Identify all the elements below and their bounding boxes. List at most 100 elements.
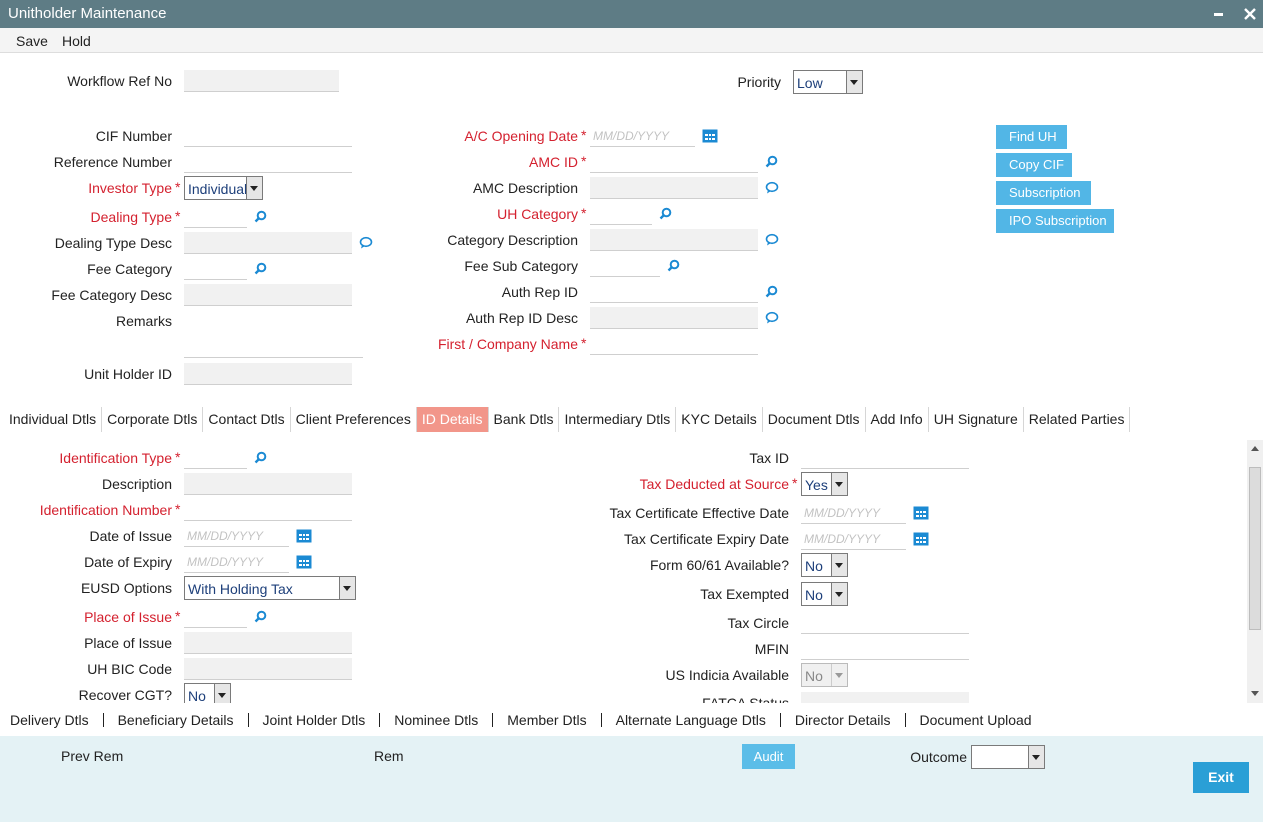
input-box[interactable]: MM/DD/YYYY: [801, 528, 906, 550]
input-box[interactable]: [184, 363, 352, 385]
select-box[interactable]: No: [801, 553, 848, 577]
tab[interactable]: Individual Dtls: [4, 407, 103, 432]
input-box[interactable]: MM/DD/YYYY: [184, 525, 289, 547]
sub-link[interactable]: Director Details: [794, 712, 891, 728]
sub-link[interactable]: Document Upload: [919, 712, 1032, 728]
select-box[interactable]: No: [801, 582, 848, 606]
minimize-button[interactable]: [1212, 6, 1226, 22]
scrollbar[interactable]: [1247, 440, 1263, 703]
info-button[interactable]: [765, 233, 781, 247]
close-button[interactable]: [1242, 6, 1258, 22]
lens: [661, 207, 672, 218]
input-box[interactable]: [590, 151, 758, 173]
action-button[interactable]: IPO Subscription: [996, 209, 1114, 233]
tab[interactable]: Document Dtls: [763, 407, 866, 432]
lookup-icon: [254, 451, 267, 464]
tab[interactable]: Add Info: [866, 407, 929, 432]
sub-link[interactable]: Nominee Dtls: [394, 712, 479, 728]
tab-selected[interactable]: ID Details: [416, 407, 489, 432]
sub-link[interactable]: Beneficiary Details: [117, 712, 234, 728]
input-box[interactable]: [184, 151, 352, 173]
lookup-button[interactable]: [765, 285, 781, 299]
sub-link[interactable]: Member Dtls: [507, 712, 587, 728]
input-box[interactable]: [801, 447, 969, 469]
input-box[interactable]: [801, 638, 969, 660]
field-label: Fee Category: [87, 261, 172, 277]
info-button[interactable]: [765, 181, 781, 195]
sub-link[interactable]: Delivery Dtls: [10, 712, 89, 728]
input-box[interactable]: [184, 284, 352, 306]
required-marker: *: [581, 205, 587, 221]
action-button[interactable]: Find UH: [996, 125, 1067, 149]
input-box[interactable]: [590, 255, 660, 277]
date-button[interactable]: [296, 529, 312, 543]
select-arrow: [831, 554, 847, 576]
input-box[interactable]: [184, 70, 339, 92]
input-box[interactable]: [184, 310, 363, 358]
select-box[interactable]: With Holding Tax: [184, 576, 356, 600]
date-button[interactable]: [702, 129, 718, 143]
select-box[interactable]: Yes: [801, 472, 848, 496]
menu-item[interactable]: Hold: [62, 33, 91, 49]
lookup-button[interactable]: [254, 210, 270, 224]
info-button[interactable]: [765, 311, 781, 325]
input-box[interactable]: [590, 333, 758, 355]
tab[interactable]: KYC Details: [676, 407, 763, 432]
tab[interactable]: Related Parties: [1024, 407, 1131, 432]
date-button[interactable]: [913, 532, 929, 546]
lookup-button[interactable]: [254, 262, 270, 276]
exit-button[interactable]: Exit: [1193, 762, 1249, 793]
lookup-button[interactable]: [254, 610, 270, 624]
bubble: [359, 236, 373, 248]
audit-button[interactable]: Audit: [742, 744, 795, 769]
input-box[interactable]: [801, 692, 969, 703]
input-box[interactable]: [184, 632, 352, 654]
window-title: Unitholder Maintenance: [8, 5, 167, 22]
input-box[interactable]: [590, 229, 758, 251]
input-box[interactable]: [590, 177, 758, 199]
input-box[interactable]: [184, 125, 352, 147]
date-button[interactable]: [913, 506, 929, 520]
lookup-button[interactable]: [254, 451, 270, 465]
input-box[interactable]: [184, 658, 352, 680]
input-box[interactable]: [590, 307, 758, 329]
sub-link[interactable]: Alternate Language Dtls: [615, 712, 766, 728]
select-box[interactable]: Low: [793, 70, 863, 94]
input-box[interactable]: [801, 612, 969, 634]
field-label: CIF Number: [95, 128, 172, 144]
info-button[interactable]: [359, 236, 375, 250]
scroll-thumb: [1249, 467, 1261, 630]
input-box[interactable]: [184, 499, 352, 521]
input-box[interactable]: [184, 606, 247, 628]
lookup-button[interactable]: [765, 155, 781, 169]
input-box[interactable]: [184, 258, 247, 280]
input-box[interactable]: [184, 473, 352, 495]
select-box[interactable]: Individual: [184, 176, 263, 200]
tab[interactable]: UH Signature: [929, 407, 1024, 432]
input-box[interactable]: MM/DD/YYYY: [590, 125, 695, 147]
input-box[interactable]: MM/DD/YYYY: [184, 551, 289, 573]
select-box[interactable]: [971, 745, 1045, 769]
input-box[interactable]: [184, 447, 247, 469]
input-box[interactable]: [590, 281, 758, 303]
tab[interactable]: Contact Dtls: [203, 407, 291, 432]
lens: [256, 451, 267, 462]
input-box[interactable]: [184, 206, 247, 228]
bubble: [765, 311, 779, 323]
select-box[interactable]: No: [184, 683, 231, 703]
tab[interactable]: Intermediary Dtls: [559, 407, 677, 432]
tab[interactable]: Bank Dtls: [489, 407, 560, 432]
input-box[interactable]: [184, 232, 352, 254]
input-box[interactable]: [590, 203, 652, 225]
menu-item[interactable]: Save: [16, 33, 48, 49]
date-button[interactable]: [296, 555, 312, 569]
lookup-button[interactable]: [659, 207, 675, 221]
sub-link[interactable]: Joint Holder Dtls: [262, 712, 366, 728]
tab[interactable]: Corporate Dtls: [102, 407, 204, 432]
action-button[interactable]: Copy CIF: [996, 153, 1072, 177]
action-button[interactable]: Subscription: [996, 181, 1091, 205]
input-box[interactable]: MM/DD/YYYY: [801, 502, 906, 524]
tab[interactable]: Client Preferences: [291, 407, 417, 432]
field-label: Fee Sub Category: [464, 258, 578, 274]
lookup-button[interactable]: [667, 259, 683, 273]
